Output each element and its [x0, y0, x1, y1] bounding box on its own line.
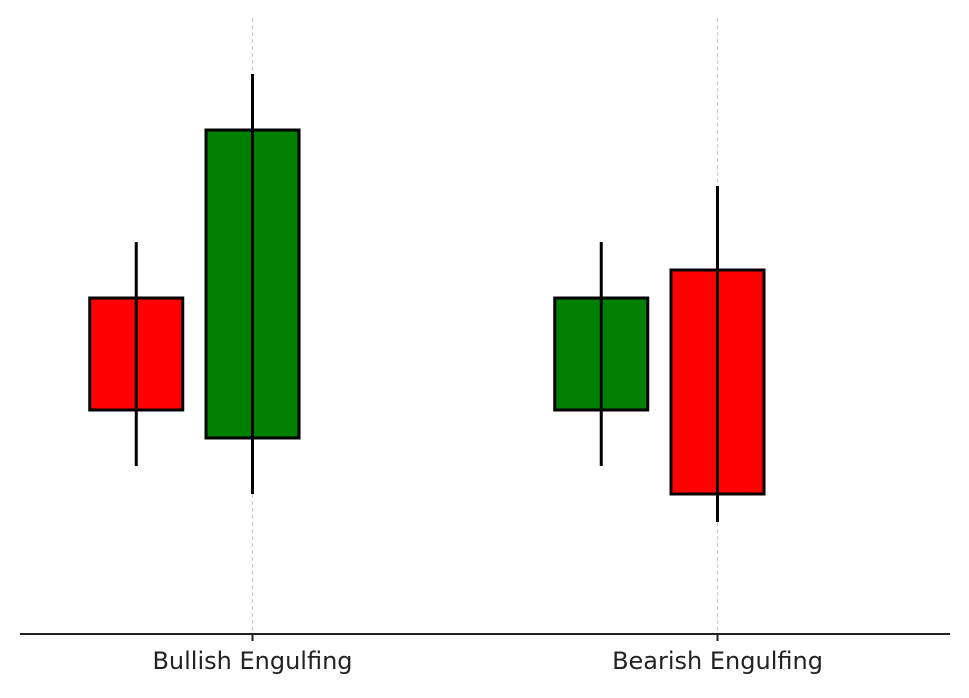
x-tick-label: Bearish Engulfing [612, 647, 823, 675]
x-tick-label: Bullish Engulfing [152, 647, 352, 675]
